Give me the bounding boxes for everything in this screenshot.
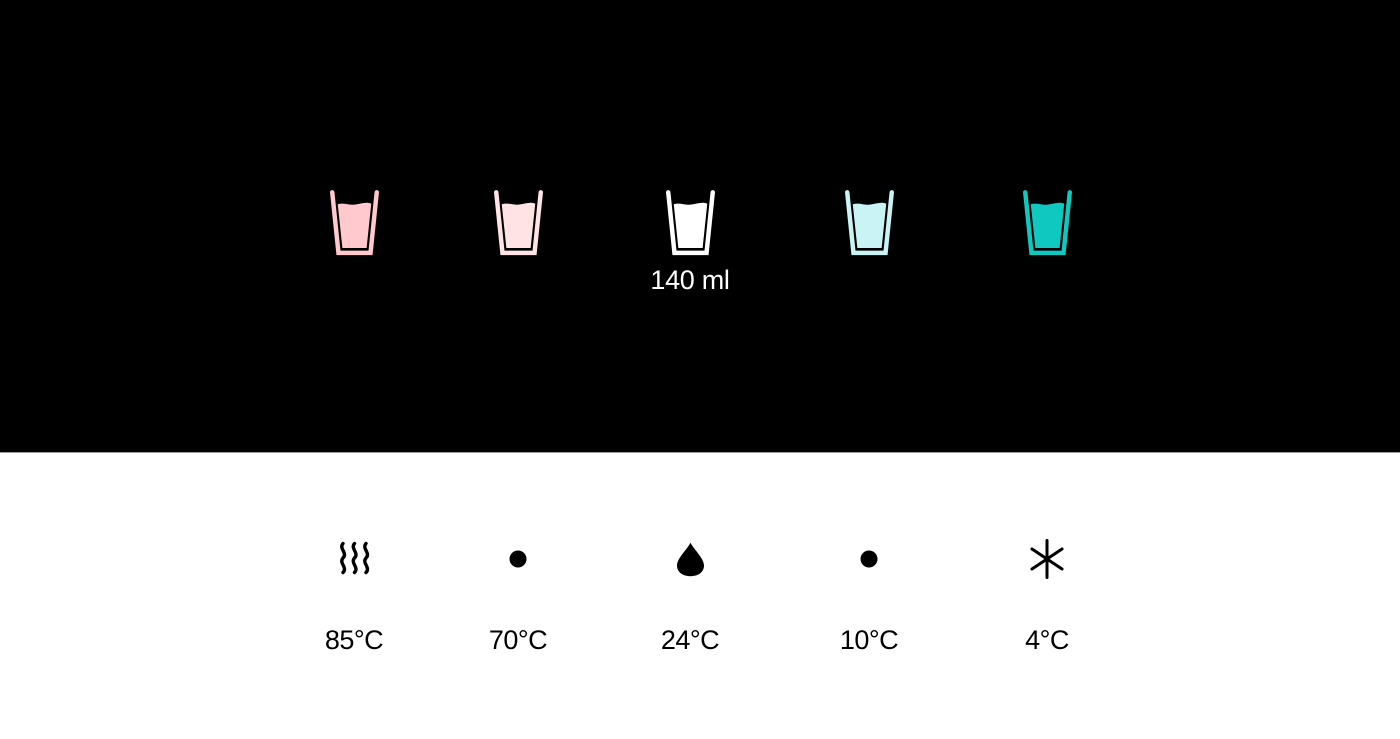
dot-icon xyxy=(789,538,949,580)
steam-icon xyxy=(274,538,434,580)
cup-icon xyxy=(329,190,379,256)
cup-column-4 xyxy=(789,189,949,258)
temperature-label: 4°C xyxy=(1025,625,1069,655)
temperature-label: 24°C xyxy=(660,625,720,655)
cup-icon xyxy=(493,190,543,256)
temperature-label: 85°C xyxy=(324,625,384,655)
temperatures-panel xyxy=(0,452,1400,739)
drop-icon xyxy=(610,538,770,580)
cup-icon xyxy=(665,190,715,256)
cup-icon xyxy=(1022,190,1072,256)
cup-column-5 xyxy=(967,189,1127,258)
cups-panel: 140 ml xyxy=(0,0,1400,452)
cup-icon xyxy=(844,190,894,256)
cup-column-1 xyxy=(274,189,434,258)
snowflake-asterisk-icon xyxy=(967,538,1127,580)
volume-label: 140 ml xyxy=(650,265,730,295)
temperature-label: 10°C xyxy=(839,625,899,655)
cup-column-2 xyxy=(438,189,598,258)
dot-icon xyxy=(438,538,598,580)
cup-column-3: 140 ml xyxy=(610,189,770,296)
temperature-label: 70°C xyxy=(488,625,548,655)
